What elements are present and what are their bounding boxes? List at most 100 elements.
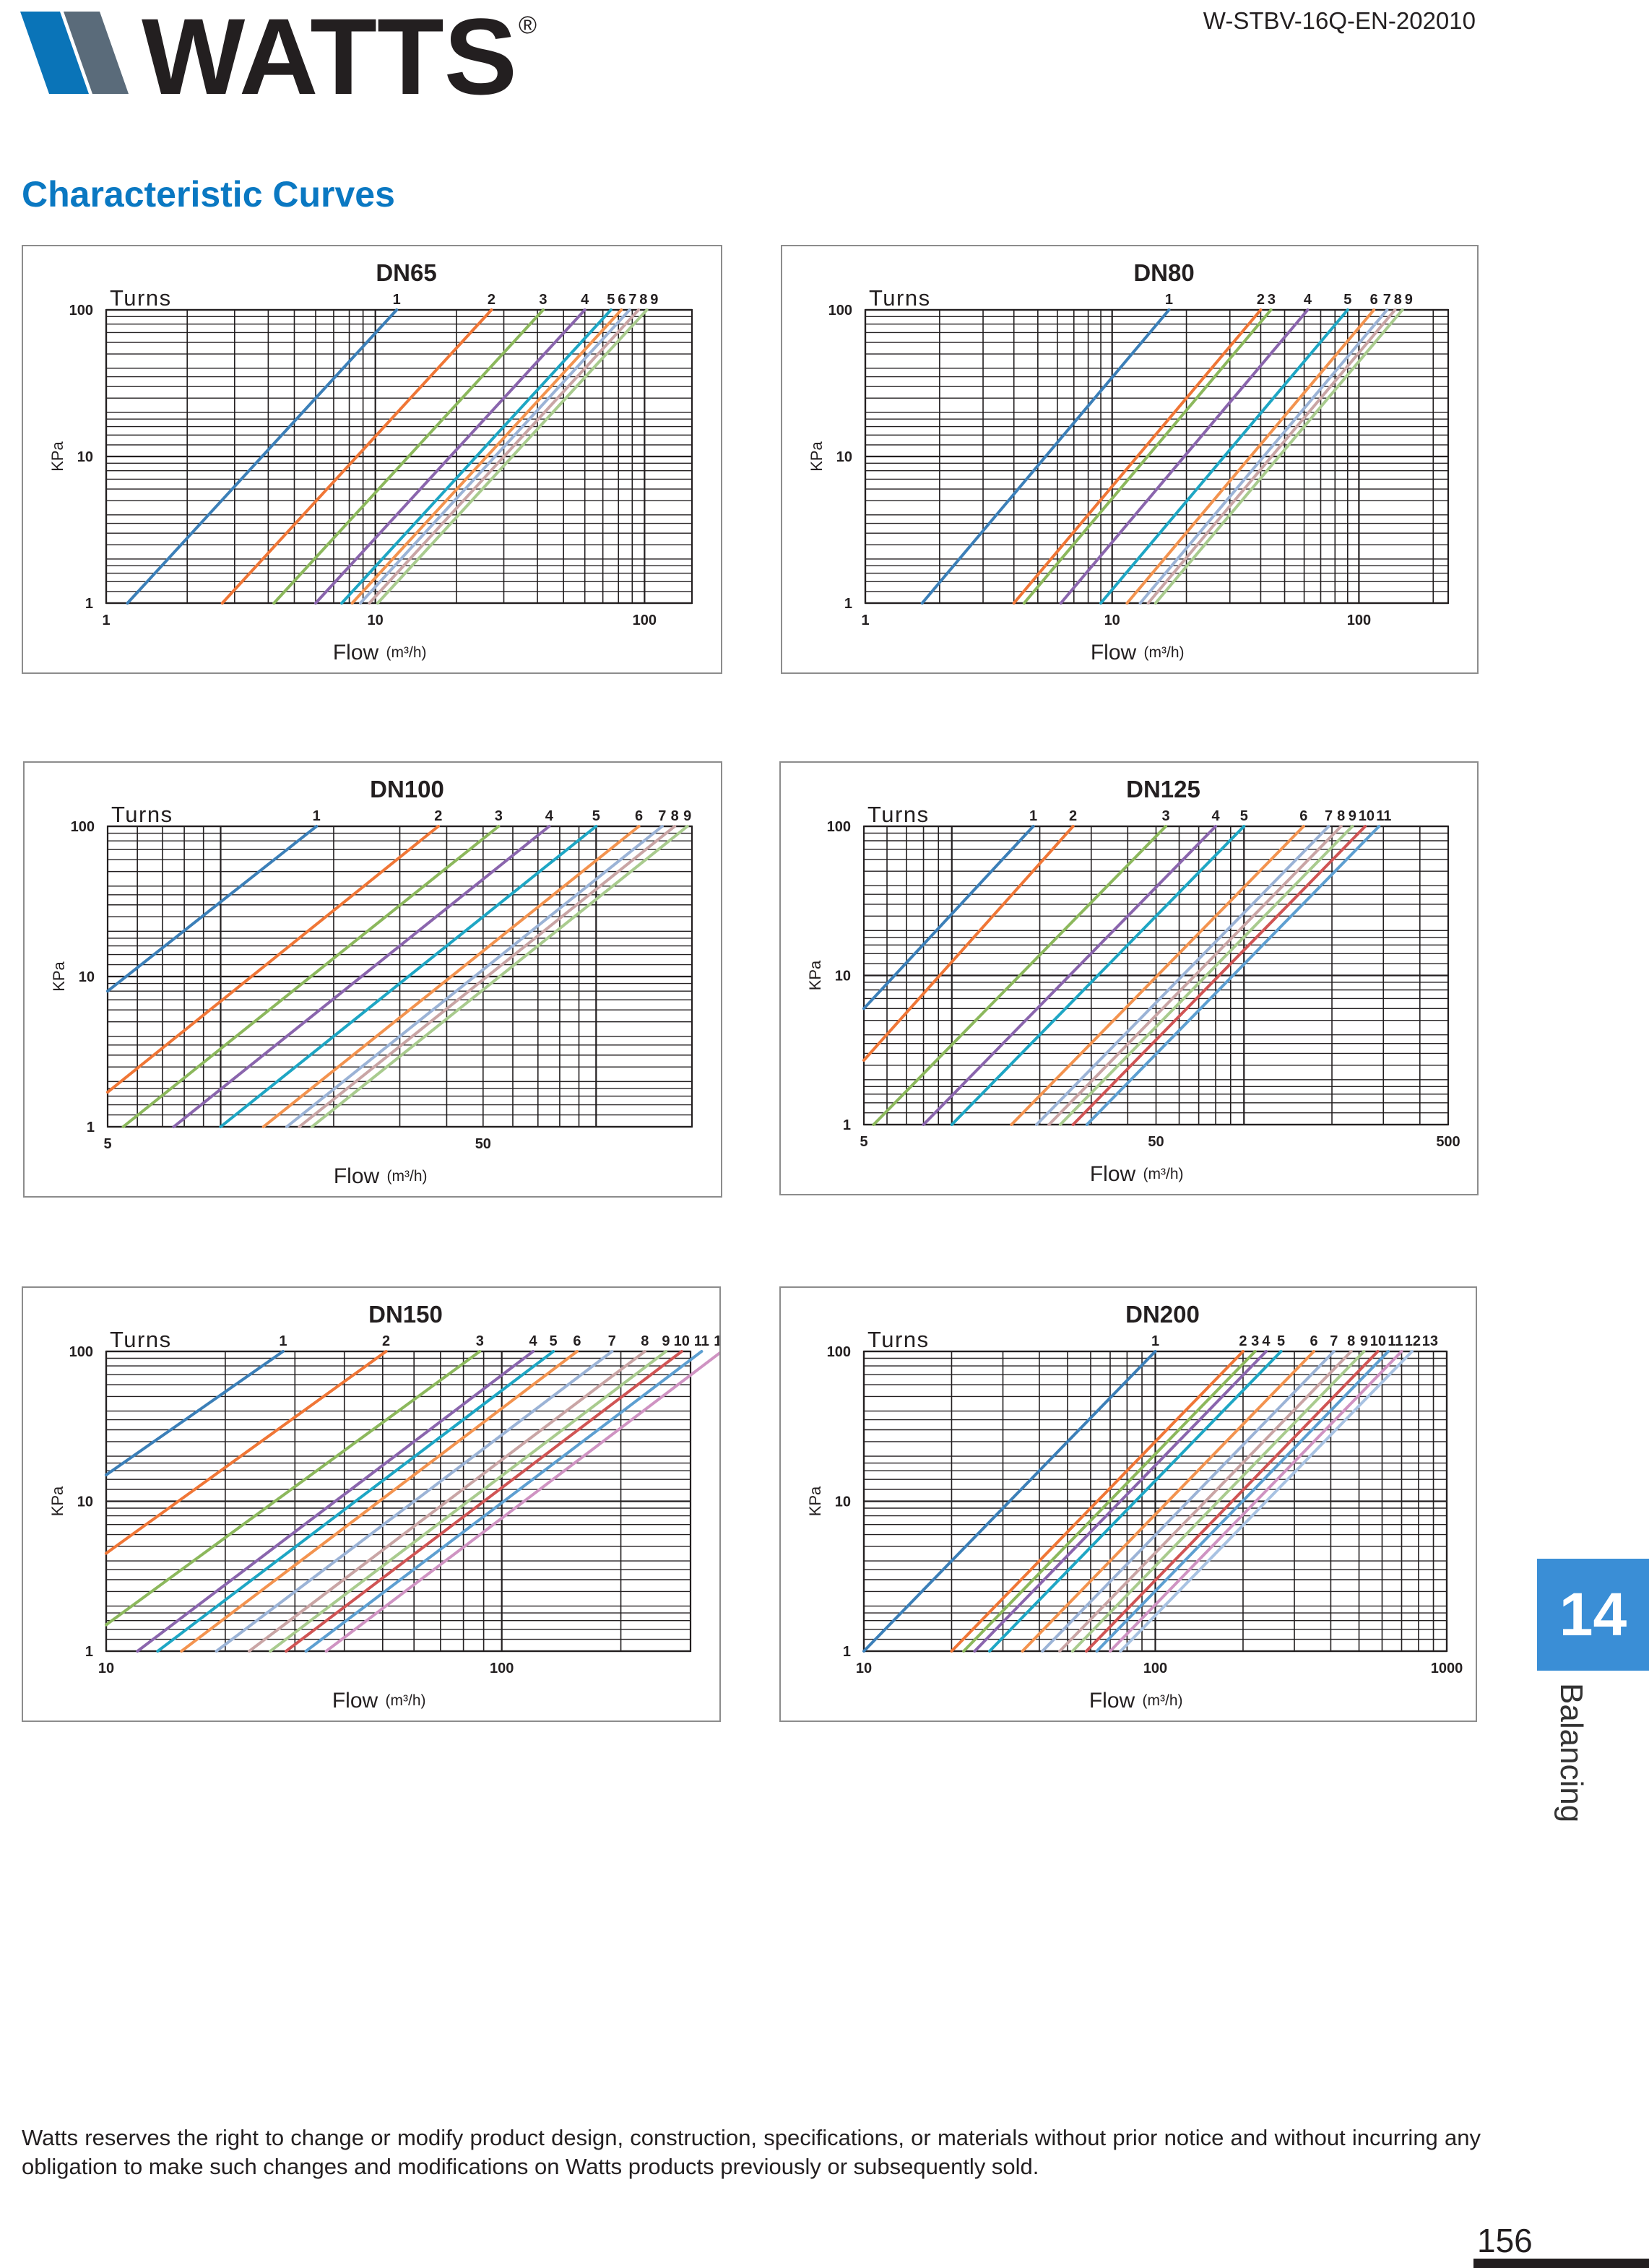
x-axis-unit: (m³/h) [1143,1166,1184,1182]
series-line-7 [1035,825,1330,1126]
y-axis-label: KPa [50,961,68,991]
series-line-3 [872,825,1168,1126]
series-line-1 [105,1350,285,1476]
series-line-13 [1119,1350,1414,1653]
series-label-3: 3 [495,808,503,824]
x-tick-label: 10 [368,613,384,628]
series-label-10: 10 [1370,1333,1386,1349]
series-label-5: 5 [1343,292,1351,308]
series-line-8 [248,1350,646,1653]
series-line-10 [1071,825,1367,1126]
series-line-5 [219,825,598,1128]
series-label-9: 9 [1360,1333,1368,1349]
series-line-11 [1095,1350,1390,1653]
series-line-8 [1146,308,1397,605]
grid [106,825,693,1128]
series-label-7: 7 [1330,1333,1338,1349]
x-tick-label: 100 [490,1661,514,1676]
series-line-10 [1085,1350,1380,1653]
series-line-7 [358,308,631,605]
series-label-7: 7 [628,292,636,308]
series-line-12 [324,1351,719,1653]
y-tick-label: 10 [77,449,93,465]
series-label-3: 3 [1268,292,1276,308]
x-tick-label: 100 [1347,613,1371,628]
series-line-8 [1047,825,1343,1126]
series-label-8: 8 [671,808,679,824]
series-line-2 [950,1350,1245,1653]
series-line-5 [988,1350,1283,1653]
page-number-rule [1473,2259,1649,2268]
chart-panel-dn80: 1 2 3 4 5 6 7 8 9 DN80 Turns 1 10 100 1 10 100 KPa Flow (m³… [781,245,1479,674]
series-label-10: 10 [674,1333,690,1349]
x-axis-unit: (m³/h) [1144,644,1185,661]
series-label-9: 9 [662,1333,670,1349]
y-tick-label: 1 [85,596,93,612]
series-label-1: 1 [393,292,401,308]
series-label-1: 1 [1029,808,1037,824]
series-line-2 [105,1350,388,1555]
x-tick-label: 10 [1104,613,1120,628]
series-label-2: 2 [1239,1333,1247,1349]
x-axis-unit: (m³/h) [1143,1692,1183,1709]
series-line-6 [1125,308,1376,605]
plot-frame [105,308,693,605]
y-tick-label: 10 [77,1494,93,1510]
y-axis-label: KPa [806,1486,824,1516]
page-number: 156 [1477,2222,1533,2259]
x-axis-label: Flow [334,1164,380,1188]
series-label-6: 6 [1310,1333,1317,1349]
x-axis-unit: (m³/h) [386,1692,426,1709]
x-axis-label: Flow [1091,641,1137,665]
plot-frame [105,1350,692,1653]
x-tick-label: 50 [475,1136,491,1152]
series-label-13: 13 [1422,1333,1438,1349]
x-axis-label: Flow [1090,1162,1136,1186]
series-label-6: 6 [1299,808,1307,824]
series-label-1: 1 [1165,292,1173,308]
legend-title: Turns [867,802,930,827]
legend-title: Turns [869,285,931,311]
y-tick-label: 100 [71,819,95,835]
series-label-1: 1 [279,1333,287,1349]
series-label-10: 10 [1359,808,1375,824]
chart-title: DN80 [1133,259,1194,286]
disclaimer-text: Watts reserves the right to change or mo… [22,2125,1481,2179]
series-line-8 [1058,1350,1353,1653]
y-tick-label: 10 [79,969,95,985]
plot-frame [106,825,693,1128]
series-line-5 [950,825,1246,1126]
chart-title: DN65 [376,259,436,286]
plot-frame [862,825,1450,1126]
logo-wordmark: WATTS [142,6,517,100]
chart-panel-dn200: 1 2 3 4 5 6 7 8 9 10 11 12 13 DN200 Turns 1 10 100 10 100 10… [779,1286,1477,1722]
series-line-9 [269,1350,667,1653]
chapter-label: Balancing [1554,1683,1589,1823]
series-label-12: 12 [1405,1333,1421,1349]
series-label-5: 5 [550,1333,558,1349]
legend-title: Turns [867,1327,930,1352]
registered-mark: ® [519,12,537,39]
y-tick-label: 100 [827,1344,851,1360]
x-tick-label: 100 [633,613,657,628]
chart-title: DN200 [1125,1301,1200,1328]
series-label-7: 7 [1383,292,1391,308]
series-label-9: 9 [1349,808,1356,824]
x-tick-label: 100 [1143,1661,1167,1676]
series-line-9 [376,308,649,605]
chart-dn100: 1 2 3 4 5 6 7 8 9 DN100 Turns 1 10 100 5 50 KPa Flow (m³/h… [50,776,693,1188]
series-line-4 [922,825,1218,1126]
grid [105,1350,692,1653]
series-label-5: 5 [1277,1333,1285,1349]
series-label-4: 4 [529,1333,537,1349]
chart-title: DN100 [370,776,444,802]
series-line-5 [1099,308,1349,605]
series-label-8: 8 [1337,808,1345,824]
series-line-11 [1085,825,1381,1126]
series-line-2 [106,825,440,1094]
series-line-4 [136,1350,535,1653]
y-tick-label: 10 [836,449,852,465]
series-line-1 [106,825,319,993]
x-tick-label: 50 [1148,1134,1164,1150]
series-line-6 [261,825,641,1128]
